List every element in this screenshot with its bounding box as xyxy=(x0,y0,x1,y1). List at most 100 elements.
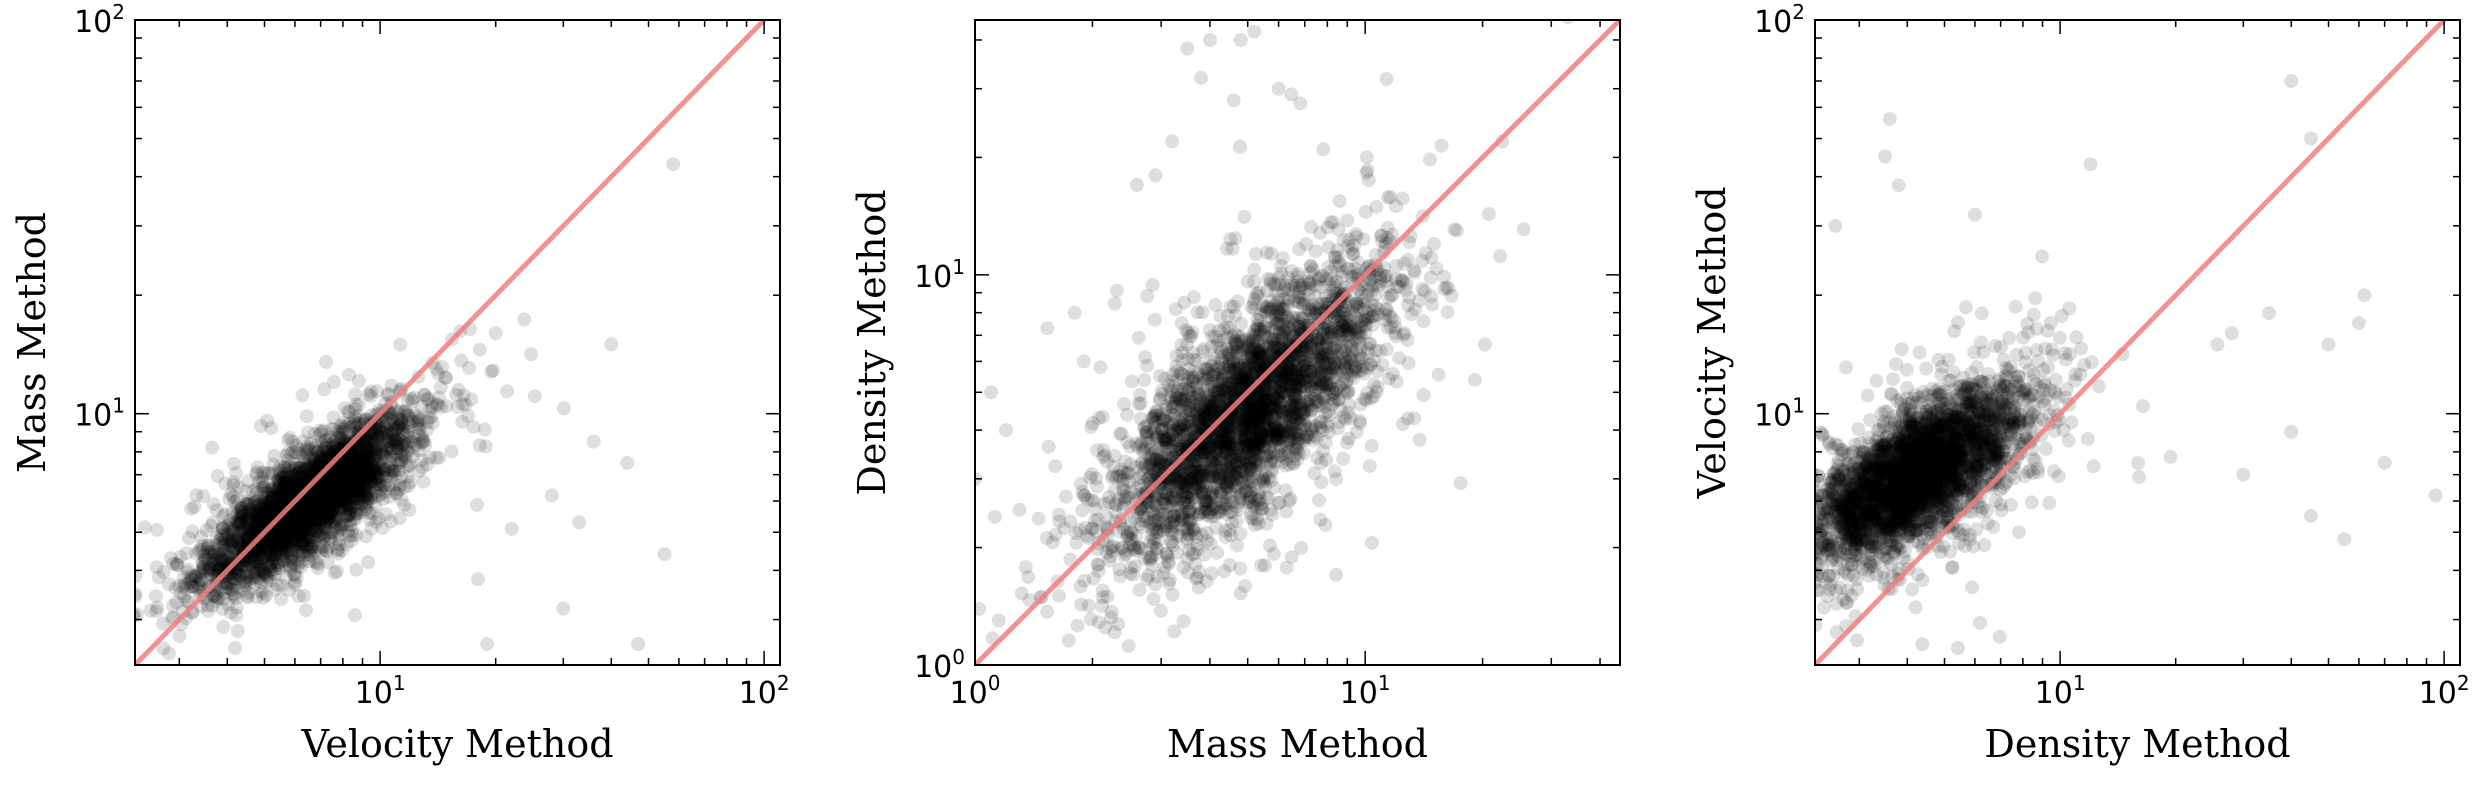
data-point xyxy=(325,525,340,540)
data-point xyxy=(272,498,287,513)
data-point xyxy=(300,515,315,529)
data-point xyxy=(319,502,334,516)
data-point xyxy=(392,478,407,493)
data-point xyxy=(333,472,348,487)
data-point xyxy=(282,476,297,491)
data-point xyxy=(308,511,323,526)
data-point xyxy=(206,545,221,560)
data-point xyxy=(287,474,302,489)
data-point xyxy=(268,526,283,541)
data-point xyxy=(248,555,263,569)
data-point xyxy=(345,448,360,463)
data-point xyxy=(297,501,312,516)
data-point xyxy=(273,520,288,535)
data-point xyxy=(319,496,333,511)
data-point xyxy=(262,563,277,578)
data-point xyxy=(322,510,336,525)
data-point xyxy=(298,504,312,519)
data-point xyxy=(315,503,330,518)
data-point xyxy=(268,542,283,557)
data-point xyxy=(1416,314,1431,329)
data-point xyxy=(226,456,241,471)
data-point xyxy=(215,535,230,550)
data-point xyxy=(375,521,390,535)
data-point xyxy=(329,487,343,502)
data-point xyxy=(382,478,397,493)
data-point xyxy=(335,518,349,533)
data-point xyxy=(360,439,375,454)
data-point xyxy=(326,507,341,522)
x-axis-label: Velocity Method xyxy=(300,722,613,766)
data-point xyxy=(317,491,332,506)
data-point xyxy=(243,504,258,519)
data-point xyxy=(276,476,291,490)
data-point xyxy=(296,474,311,489)
data-point xyxy=(451,382,466,397)
data-point xyxy=(272,485,287,499)
data-point xyxy=(361,555,376,569)
data-point xyxy=(320,502,335,516)
data-point xyxy=(296,500,311,515)
data-point xyxy=(179,581,194,596)
data-point xyxy=(250,571,265,585)
data-point xyxy=(260,500,275,515)
data-point xyxy=(362,463,377,478)
data-point xyxy=(249,509,264,524)
data-point xyxy=(264,554,279,569)
data-point xyxy=(311,459,325,474)
data-point xyxy=(311,499,326,514)
data-point xyxy=(339,490,354,505)
data-point xyxy=(283,551,298,566)
data-point xyxy=(586,434,601,449)
data-point xyxy=(340,485,355,500)
data-point xyxy=(305,522,320,537)
data-point xyxy=(322,481,337,496)
data-point xyxy=(302,464,316,478)
data-point xyxy=(271,485,286,500)
data-point xyxy=(352,443,367,458)
data-point xyxy=(303,534,317,548)
data-point xyxy=(269,530,284,545)
data-point xyxy=(305,497,320,512)
data-point xyxy=(349,463,364,478)
data-point xyxy=(342,472,357,487)
data-point xyxy=(358,498,373,513)
data-point xyxy=(292,465,307,480)
data-point xyxy=(338,495,353,510)
data-point xyxy=(376,447,390,462)
data-point xyxy=(341,508,356,523)
data-point xyxy=(232,516,247,530)
data-point xyxy=(374,426,389,441)
data-point xyxy=(295,554,310,569)
data-point xyxy=(379,444,394,458)
data-point xyxy=(313,518,328,533)
data-point xyxy=(328,520,343,534)
data-point xyxy=(306,513,321,528)
data-point xyxy=(301,500,316,515)
data-point xyxy=(215,522,230,537)
data-point xyxy=(108,619,122,633)
data-point xyxy=(377,430,392,445)
data-point xyxy=(288,527,303,541)
data-point xyxy=(324,502,339,517)
data-point xyxy=(274,471,289,486)
data-point xyxy=(375,437,390,452)
data-point xyxy=(179,593,194,608)
data-point xyxy=(266,539,281,554)
data-point xyxy=(284,511,299,526)
data-point xyxy=(272,544,287,559)
data-point xyxy=(318,488,333,502)
data-point xyxy=(249,590,264,605)
data-point xyxy=(220,549,235,563)
data-point xyxy=(348,468,363,483)
data-point xyxy=(362,442,376,457)
data-point xyxy=(306,496,320,510)
data-point xyxy=(312,492,327,507)
data-point xyxy=(292,478,307,493)
data-point xyxy=(377,417,392,432)
data-point xyxy=(280,526,295,541)
data-point xyxy=(310,513,324,527)
data-point xyxy=(273,459,288,474)
data-point xyxy=(283,447,298,462)
data-point xyxy=(221,597,235,612)
